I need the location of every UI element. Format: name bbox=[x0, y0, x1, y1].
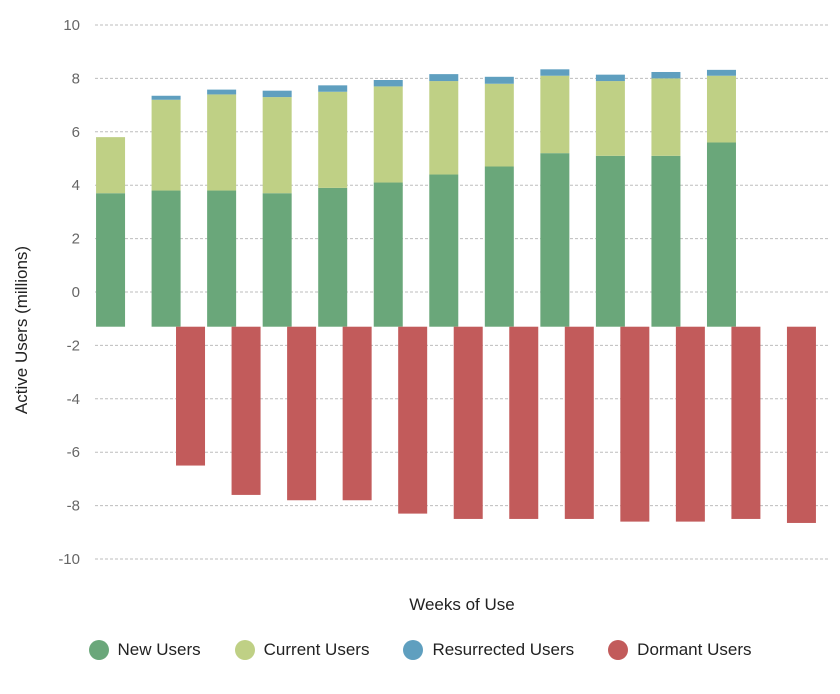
bar-new-users bbox=[151, 190, 181, 327]
y-tick-label: 2 bbox=[72, 231, 80, 248]
bars bbox=[96, 69, 816, 523]
bar-dormant-users bbox=[287, 326, 317, 501]
bar-new-users bbox=[262, 193, 292, 327]
bar-current-users bbox=[540, 75, 570, 154]
bar-resurrected-users bbox=[540, 69, 570, 76]
legend-swatch-dormant-users bbox=[608, 640, 629, 660]
y-tick-label: 10 bbox=[63, 17, 80, 34]
bar-dormant-users bbox=[675, 326, 705, 522]
bar-new-users bbox=[207, 190, 237, 327]
bar-dormant-users bbox=[564, 326, 594, 519]
legend-label: Dormant Users bbox=[637, 640, 752, 659]
bar-resurrected-users bbox=[595, 74, 625, 82]
bar-new-users bbox=[706, 142, 736, 327]
bar-resurrected-users bbox=[373, 80, 403, 87]
y-tick-label: -4 bbox=[67, 391, 80, 408]
bar-dormant-users bbox=[342, 326, 372, 501]
y-tick-label: -6 bbox=[67, 444, 80, 461]
y-tick-label: -8 bbox=[67, 498, 80, 515]
bar-dormant-users bbox=[231, 326, 261, 495]
bar-dormant-users bbox=[176, 326, 206, 466]
bar-resurrected-users bbox=[318, 85, 348, 92]
bar-dormant-users bbox=[509, 326, 539, 519]
y-axis-title: Active Users (millions) bbox=[12, 246, 31, 414]
bar-new-users bbox=[373, 182, 403, 327]
y-tick-label: 8 bbox=[72, 70, 80, 87]
bar-current-users bbox=[151, 99, 181, 191]
bar-new-users bbox=[484, 166, 514, 327]
bar-dormant-users bbox=[453, 326, 483, 519]
y-tick-label: 4 bbox=[72, 177, 80, 194]
y-tick-label: 6 bbox=[72, 124, 80, 141]
bar-dormant-users bbox=[620, 326, 650, 522]
bar-dormant-users bbox=[398, 326, 428, 514]
legend-item-current-users: Current Users bbox=[234, 640, 370, 660]
y-tick-labels: 10 8 6 4 2 0 -2 -4 -6 -8 -10 bbox=[58, 17, 80, 568]
bar-new-users bbox=[651, 155, 681, 327]
bar-current-users bbox=[318, 91, 348, 188]
bar-new-users bbox=[540, 153, 570, 327]
bar-dormant-users bbox=[786, 326, 816, 523]
y-tick-label: -2 bbox=[67, 337, 80, 354]
bar-current-users bbox=[207, 94, 237, 191]
bar-current-users bbox=[651, 78, 681, 156]
x-axis-title: Weeks of Use bbox=[409, 595, 515, 614]
legend-swatch-current-users bbox=[234, 640, 255, 660]
bar-new-users bbox=[595, 155, 625, 327]
legend-swatch-resurrected-users bbox=[403, 640, 424, 660]
legend-label: New Users bbox=[117, 640, 201, 659]
legend-item-resurrected-users: Resurrected Users bbox=[403, 640, 574, 660]
bar-new-users bbox=[318, 187, 348, 327]
bar-current-users bbox=[595, 81, 625, 156]
legend-label: Current Users bbox=[263, 640, 370, 659]
legend-label: Resurrected Users bbox=[432, 640, 575, 659]
bar-current-users bbox=[262, 97, 292, 194]
bar-resurrected-users bbox=[484, 76, 514, 84]
bar-current-users bbox=[484, 83, 514, 167]
bar-current-users bbox=[429, 81, 459, 175]
bar-current-users bbox=[373, 86, 403, 183]
bar-dormant-users bbox=[731, 326, 761, 519]
legend: New Users Current Users Resurrected User… bbox=[0, 640, 840, 660]
y-tick-label: 0 bbox=[72, 284, 80, 301]
y-tick-label: -10 bbox=[58, 551, 80, 568]
bar-current-users bbox=[706, 75, 736, 143]
bar-current-users bbox=[96, 137, 126, 194]
bar-new-users bbox=[429, 174, 459, 327]
legend-item-dormant-users: Dormant Users bbox=[608, 640, 751, 660]
bar-resurrected-users bbox=[706, 69, 736, 76]
legend-item-new-users: New Users bbox=[88, 640, 201, 660]
bar-resurrected-users bbox=[262, 90, 292, 98]
bar-new-users bbox=[96, 193, 126, 327]
bar-resurrected-users bbox=[651, 71, 681, 79]
bar-resurrected-users bbox=[151, 95, 181, 100]
bar-resurrected-users bbox=[429, 74, 459, 82]
bar-resurrected-users bbox=[207, 89, 237, 95]
legend-swatch-new-users bbox=[88, 640, 109, 660]
